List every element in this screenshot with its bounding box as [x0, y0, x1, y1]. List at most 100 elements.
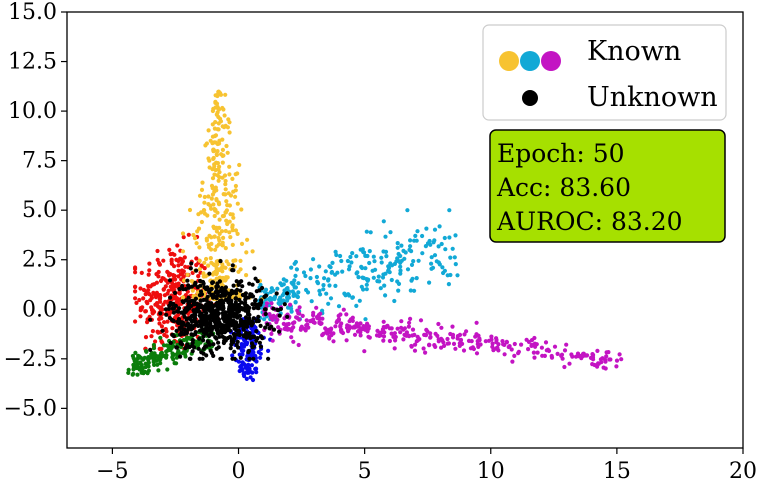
data-point: [329, 269, 335, 275]
data-point: [402, 326, 407, 331]
data-point: [164, 312, 169, 317]
data-point: [272, 295, 277, 300]
data-point: [437, 262, 442, 267]
data-point: [147, 261, 152, 266]
data-point: [383, 234, 388, 239]
data-point: [133, 363, 139, 368]
data-point: [224, 259, 229, 264]
data-point: [453, 346, 458, 351]
data-point: [171, 334, 176, 339]
data-point: [219, 286, 224, 292]
data-point: [183, 298, 188, 303]
data-point: [208, 319, 213, 324]
data-point: [182, 278, 187, 283]
data-point: [220, 243, 225, 248]
data-point: [349, 260, 354, 265]
data-point: [289, 326, 295, 331]
data-point: [149, 295, 154, 300]
data-point: [227, 172, 232, 177]
data-point: [358, 330, 363, 335]
legend-known-marker: [499, 51, 519, 71]
data-point: [531, 350, 537, 355]
data-point: [446, 341, 451, 346]
data-point: [218, 259, 223, 264]
x-tick-label: 5: [358, 459, 372, 484]
data-point: [146, 272, 151, 277]
data-point: [222, 338, 227, 343]
data-point: [223, 92, 228, 97]
data-point: [450, 246, 455, 251]
accuracy-label: Acc: 83.60: [496, 173, 631, 202]
data-point: [151, 358, 156, 363]
data-point: [174, 355, 179, 360]
data-point: [405, 267, 411, 272]
data-point: [170, 306, 175, 311]
data-point: [462, 332, 467, 337]
data-point: [240, 284, 245, 289]
auroc-label: AUROC: 83.20: [496, 207, 683, 236]
x-tick-label: 0: [232, 459, 246, 484]
data-point: [271, 306, 276, 311]
data-point: [233, 306, 238, 311]
data-point: [321, 287, 326, 292]
data-point: [249, 341, 255, 346]
data-points: [126, 89, 624, 383]
data-point: [223, 178, 228, 184]
data-point: [186, 232, 191, 237]
data-point: [245, 237, 250, 242]
y-tick-label: 5.0: [22, 198, 57, 223]
data-point: [212, 234, 217, 239]
data-point: [381, 319, 386, 324]
data-point: [386, 265, 392, 270]
data-point: [396, 288, 401, 293]
data-point: [427, 280, 432, 285]
data-point: [213, 324, 218, 330]
data-point: [257, 340, 262, 345]
data-point: [458, 338, 463, 343]
data-point: [223, 210, 228, 215]
data-point: [346, 267, 352, 272]
data-point: [235, 310, 240, 315]
data-point: [590, 362, 595, 367]
data-point: [217, 306, 222, 311]
data-point: [213, 133, 219, 138]
data-point: [314, 305, 319, 310]
data-point: [270, 338, 275, 343]
data-point: [342, 291, 347, 296]
data-point: [236, 303, 241, 308]
data-point: [614, 364, 619, 369]
data-point: [375, 328, 380, 333]
data-point: [534, 342, 539, 347]
data-point: [197, 336, 202, 341]
data-point: [180, 342, 185, 347]
data-point: [181, 322, 187, 327]
data-point: [132, 366, 137, 371]
data-point: [539, 345, 545, 350]
data-point: [577, 353, 582, 358]
data-point: [339, 329, 344, 334]
data-point: [217, 238, 222, 243]
data-point: [178, 319, 183, 325]
data-point: [214, 197, 219, 202]
data-point: [202, 314, 208, 319]
data-point: [194, 256, 199, 261]
data-point: [473, 334, 478, 339]
data-point: [281, 277, 286, 282]
data-point: [217, 217, 222, 222]
data-point: [250, 345, 255, 350]
data-point: [296, 342, 301, 348]
data-point: [194, 268, 199, 273]
data-point: [191, 308, 196, 313]
data-point: [186, 295, 191, 300]
data-point: [148, 317, 153, 322]
data-point: [227, 310, 232, 316]
data-point: [217, 107, 222, 112]
data-point: [141, 296, 146, 301]
data-point: [420, 233, 425, 239]
data-point: [356, 275, 361, 280]
data-point: [215, 314, 220, 319]
data-point: [296, 281, 301, 286]
data-point: [249, 294, 254, 299]
data-point: [219, 298, 224, 304]
data-point: [590, 355, 596, 360]
